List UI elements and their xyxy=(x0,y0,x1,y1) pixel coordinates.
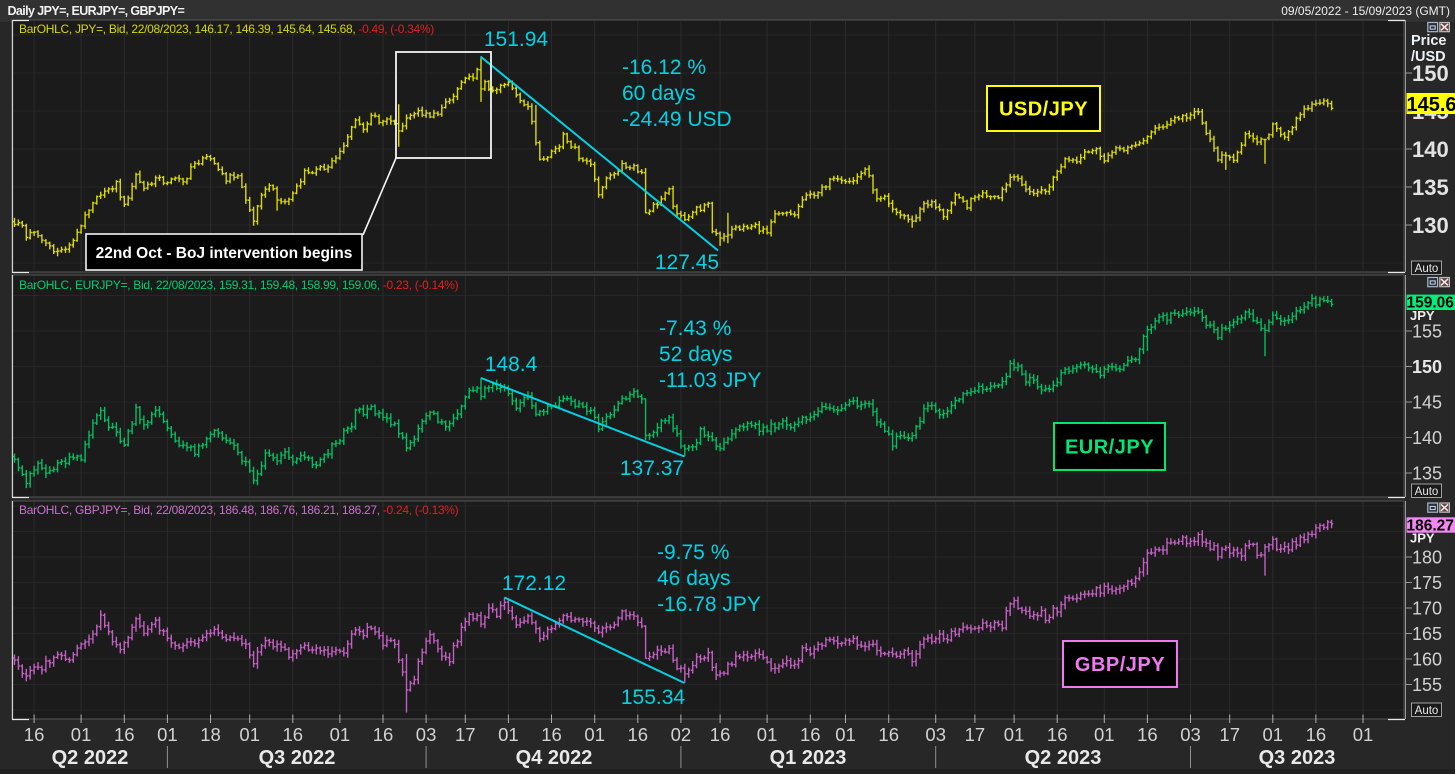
svg-text:16: 16 xyxy=(628,724,649,745)
svg-text:145.6: 145.6 xyxy=(1407,94,1455,116)
svg-text:Q3 2022: Q3 2022 xyxy=(259,747,336,769)
svg-text:160: 160 xyxy=(1412,650,1442,670)
svg-text:EUR/JPY: EUR/JPY xyxy=(1065,437,1154,459)
svg-text:01: 01 xyxy=(498,724,519,745)
svg-text:172.12: 172.12 xyxy=(502,572,566,595)
svg-text:16: 16 xyxy=(1047,724,1068,745)
svg-text:01: 01 xyxy=(330,724,351,745)
svg-text:Auto: Auto xyxy=(1415,705,1439,717)
svg-text:01: 01 xyxy=(1094,724,1115,745)
svg-text:-7.43 %: -7.43 % xyxy=(659,317,731,340)
svg-text:Q2 2022: Q2 2022 xyxy=(52,747,129,769)
svg-text:Daily JPY=, EURJPY=, GBPJPY=: Daily JPY=, EURJPY=, GBPJPY= xyxy=(8,4,185,18)
svg-text:52 days: 52 days xyxy=(659,343,733,366)
svg-text:16: 16 xyxy=(24,724,45,745)
svg-text:Price: Price xyxy=(1411,33,1446,49)
svg-text:46 days: 46 days xyxy=(657,567,731,590)
svg-text:Auto: Auto xyxy=(1415,486,1439,498)
svg-text:17: 17 xyxy=(455,724,476,745)
svg-text:BarOHLC, EURJPY=, Bid, 22/08/2: BarOHLC, EURJPY=, Bid, 22/08/2023, 159.3… xyxy=(19,278,459,292)
svg-text:135: 135 xyxy=(1412,175,1449,200)
svg-text:03: 03 xyxy=(925,724,946,745)
svg-text:155: 155 xyxy=(1412,675,1442,695)
svg-text:16: 16 xyxy=(878,724,899,745)
svg-text:155.34: 155.34 xyxy=(621,686,686,709)
svg-text:175: 175 xyxy=(1412,573,1442,593)
svg-text:16: 16 xyxy=(1306,724,1327,745)
svg-text:Auto: Auto xyxy=(1415,263,1439,275)
svg-text:-9.75 %: -9.75 % xyxy=(657,541,729,564)
svg-text:01: 01 xyxy=(757,724,778,745)
svg-text:155: 155 xyxy=(1412,322,1442,342)
svg-text:01: 01 xyxy=(584,724,605,745)
svg-text:140: 140 xyxy=(1412,428,1442,448)
svg-text:09/05/2022 - 15/09/2023 (GMT): 09/05/2022 - 15/09/2023 (GMT) xyxy=(1281,4,1450,18)
svg-text:130: 130 xyxy=(1412,213,1449,238)
svg-text:16: 16 xyxy=(1137,724,1158,745)
svg-text:16: 16 xyxy=(800,724,821,745)
svg-text:148.4: 148.4 xyxy=(485,353,538,376)
svg-text:60 days: 60 days xyxy=(622,82,696,105)
svg-text:01: 01 xyxy=(71,724,92,745)
svg-text:16: 16 xyxy=(373,724,394,745)
svg-text:16: 16 xyxy=(541,724,562,745)
svg-text:140: 140 xyxy=(1412,137,1449,162)
svg-text:170: 170 xyxy=(1412,599,1442,619)
svg-text:180: 180 xyxy=(1412,548,1442,568)
svg-text:127.45: 127.45 xyxy=(655,251,719,274)
svg-text:01: 01 xyxy=(239,724,260,745)
svg-text:/USD: /USD xyxy=(1411,49,1446,65)
svg-text:-16.78 JPY: -16.78 JPY xyxy=(657,593,761,616)
svg-text:01: 01 xyxy=(1353,724,1374,745)
svg-text:GBP/JPY: GBP/JPY xyxy=(1075,654,1165,676)
svg-text:USD/JPY: USD/JPY xyxy=(999,99,1088,121)
svg-text:01: 01 xyxy=(157,724,178,745)
svg-text:186.27: 186.27 xyxy=(1407,517,1454,534)
svg-text:01: 01 xyxy=(835,724,856,745)
svg-text:16: 16 xyxy=(710,724,731,745)
svg-text:03: 03 xyxy=(416,724,437,745)
svg-text:-11.03 JPY: -11.03 JPY xyxy=(659,369,761,392)
svg-text:165: 165 xyxy=(1412,624,1442,644)
svg-text:145: 145 xyxy=(1412,393,1442,413)
svg-text:01: 01 xyxy=(1004,724,1025,745)
svg-text:01: 01 xyxy=(1263,724,1284,745)
svg-text:Q1 2023: Q1 2023 xyxy=(770,747,847,769)
svg-text:16: 16 xyxy=(283,724,304,745)
svg-text:17: 17 xyxy=(965,724,986,745)
svg-text:159.06: 159.06 xyxy=(1407,295,1455,312)
svg-text:137.37: 137.37 xyxy=(620,457,684,480)
svg-text:Q4 2022: Q4 2022 xyxy=(516,747,593,769)
svg-text:Q2 2023: Q2 2023 xyxy=(1025,747,1102,769)
svg-text:17: 17 xyxy=(1219,724,1240,745)
svg-text:03: 03 xyxy=(1180,724,1201,745)
svg-text:BarOHLC, JPY=, Bid, 22/08/2023: BarOHLC, JPY=, Bid, 22/08/2023, 146.17, … xyxy=(19,22,434,36)
svg-text:-24.49 USD: -24.49 USD xyxy=(622,108,732,131)
svg-text:151.94: 151.94 xyxy=(484,28,549,51)
svg-text:135: 135 xyxy=(1412,464,1442,484)
svg-text:22nd Oct - BoJ intervention be: 22nd Oct - BoJ intervention begins xyxy=(96,245,353,262)
svg-text:18: 18 xyxy=(200,724,221,745)
svg-text:16: 16 xyxy=(114,724,135,745)
svg-text:-16.12 %: -16.12 % xyxy=(622,56,706,79)
svg-text:BarOHLC, GBPJPY=, Bid, 22/08/2: BarOHLC, GBPJPY=, Bid, 22/08/2023, 186.4… xyxy=(19,503,459,517)
svg-text:02: 02 xyxy=(671,724,692,745)
svg-text:Q3 2023: Q3 2023 xyxy=(1259,747,1336,769)
svg-text:150: 150 xyxy=(1412,357,1442,377)
